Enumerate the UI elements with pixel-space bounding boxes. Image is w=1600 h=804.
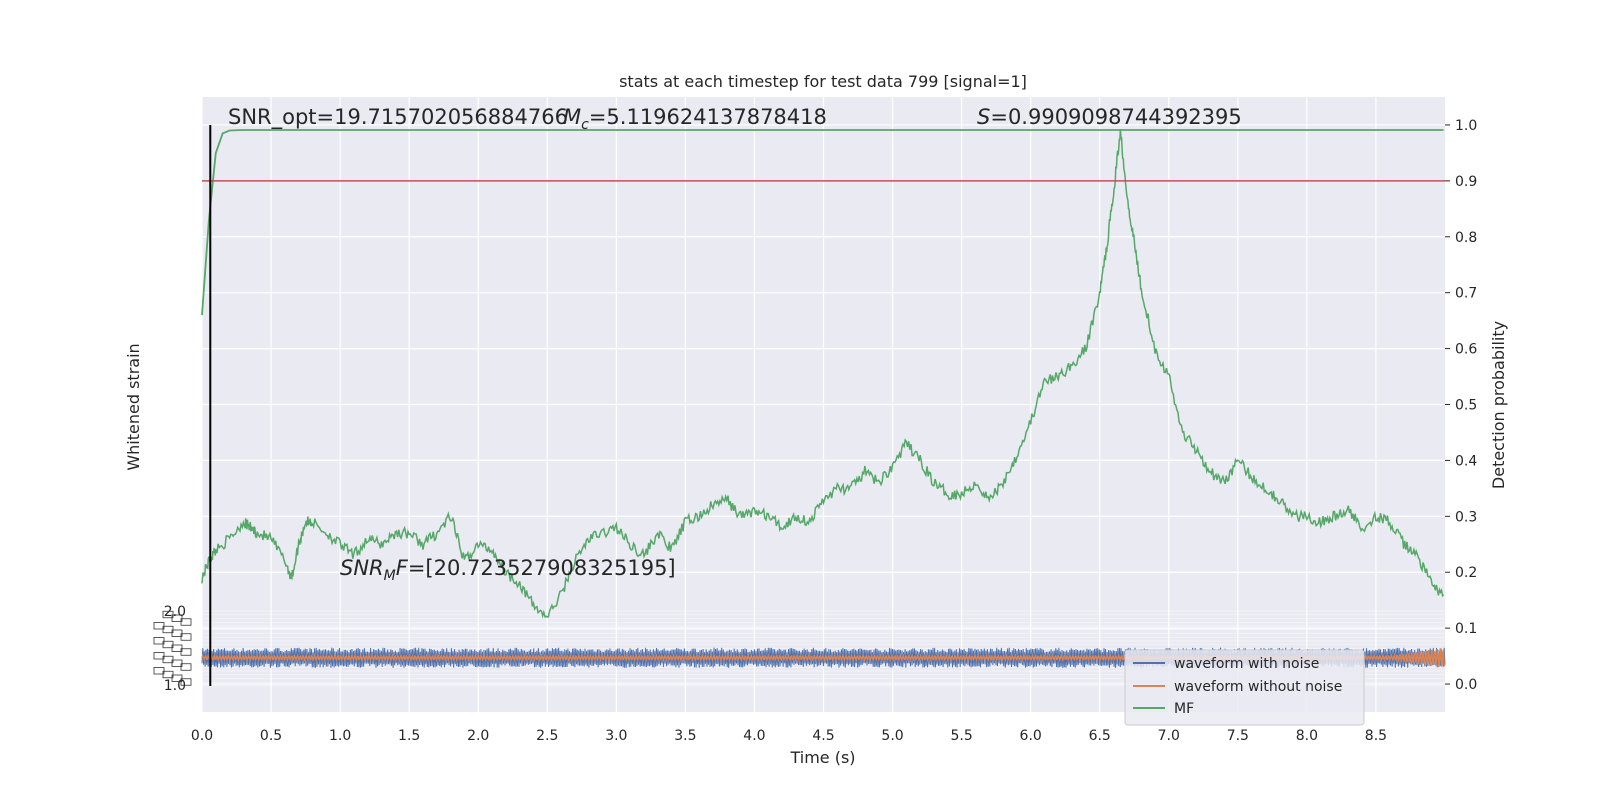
strain-tick-glyph (153, 622, 165, 630)
x-tick-label: 6.5 (1089, 728, 1111, 744)
strain-tick-glyph (171, 629, 183, 637)
snr-opt-annotation: SNR_opt=19.715702056884766 (228, 105, 568, 130)
x-tick-label: 5.0 (881, 728, 903, 744)
y-tick-label: 0.8 (1455, 230, 1477, 246)
strain-tick-glyph (162, 610, 174, 619)
strain-tick-glyph (153, 637, 165, 645)
right-y-axis-label: Detection probability (1489, 321, 1508, 489)
legend: waveform with noise waveform without noi… (1124, 649, 1365, 726)
y-tick-label: 0.9 (1455, 174, 1477, 190)
x-tick-label: 4.5 (812, 728, 834, 744)
x-tick-label: 3.5 (674, 728, 696, 744)
y-tick-label: 0.7 (1455, 286, 1477, 302)
x-tick-label: 8.5 (1365, 728, 1387, 744)
x-tick-label: 2.5 (536, 728, 558, 744)
x-tick-label: 6.0 (1020, 728, 1042, 744)
x-axis-label: Time (s) (789, 748, 855, 767)
strain-tick-glyph (171, 614, 183, 622)
x-tick-label: 0.0 (191, 728, 213, 744)
y-tick-label: 0.3 (1455, 509, 1477, 525)
s-annotation: S=0.9909098744392395 (977, 105, 1242, 129)
legend-label-waveform-without-noise: waveform without noise (1174, 679, 1342, 695)
strain-tick-glyph (162, 625, 174, 634)
strain-tick-glyph (180, 648, 192, 656)
strain-tick-glyph (180, 618, 192, 626)
strain-tick-glyph (162, 640, 174, 649)
series-layer (201, 124, 1446, 686)
x-tick-label: 2.0 (467, 728, 489, 744)
right-y-tick-labels: 0.0 0.1 0.2 0.3 0.4 0.5 0.6 0.7 0.8 0.9 1.0 (1455, 118, 1477, 693)
x-tick-label: 7.0 (1158, 728, 1180, 744)
strain-tick-glyph (162, 670, 174, 679)
s-annotation-value: =0.9909098744392395 (990, 105, 1241, 129)
x-tick-label: 8.0 (1296, 728, 1318, 744)
y-tick-label: 0.4 (1455, 453, 1477, 469)
left-tick-bottom: 1.0 (164, 678, 186, 694)
y-tick-label: 0.1 (1455, 621, 1477, 637)
chart-title: stats at each timestep for test data 799… (619, 72, 1027, 91)
y-tick-label: 0.5 (1455, 398, 1477, 414)
x-tick-label: 7.5 (1227, 728, 1249, 744)
strain-tick-glyph (153, 652, 165, 660)
strain-tick-glyph (180, 633, 192, 641)
legend-box (1124, 649, 1365, 726)
strain-tick-glyph (171, 674, 183, 682)
y-tick-label: 0.2 (1455, 565, 1477, 581)
left-tick-top: 2.0 (164, 604, 186, 620)
legend-label-mf: MF (1174, 701, 1194, 717)
mc-annotation-value: =5.119624137878418 (589, 105, 827, 129)
detection-statistic-line (201, 129, 1445, 619)
strain-tick-glyph (171, 644, 183, 652)
y-tick-label: 0.0 (1455, 677, 1477, 693)
x-tick-label: 1.5 (398, 728, 420, 744)
x-tick-label: 0.5 (260, 728, 282, 744)
x-tick-label: 5.5 (950, 728, 972, 744)
strain-tick-glyph (162, 655, 174, 664)
legend-label-waveform-with-noise: waveform with noise (1174, 656, 1319, 672)
strain-tick-glyph (171, 659, 183, 667)
strain-tick-glyph (153, 667, 165, 675)
x-tick-label: 3.0 (605, 728, 627, 744)
strain-tick-glyph (180, 678, 192, 686)
strain-tick-glyph (180, 663, 192, 671)
y-tick-label: 1.0 (1455, 118, 1477, 134)
x-tick-label: 1.0 (329, 728, 351, 744)
x-tick-label: 4.0 (743, 728, 765, 744)
mc-annotation: Mc=5.119624137878418 (563, 105, 827, 133)
x-tick-labels: 0.0 0.5 1.0 1.5 2.0 2.5 3.0 3.5 4.0 4.5 5.0 5.5 6.0 6… (191, 728, 1387, 744)
snr-mf-annotation-value: =[20.723527908325195] (408, 556, 676, 580)
y-tick-label: 0.6 (1455, 342, 1477, 358)
snr-mf-annotation: SNRMF=[20.723527908325195] (340, 556, 676, 584)
left-y-axis-label: Whitened strain (124, 343, 143, 470)
mf-line (201, 129, 1444, 316)
